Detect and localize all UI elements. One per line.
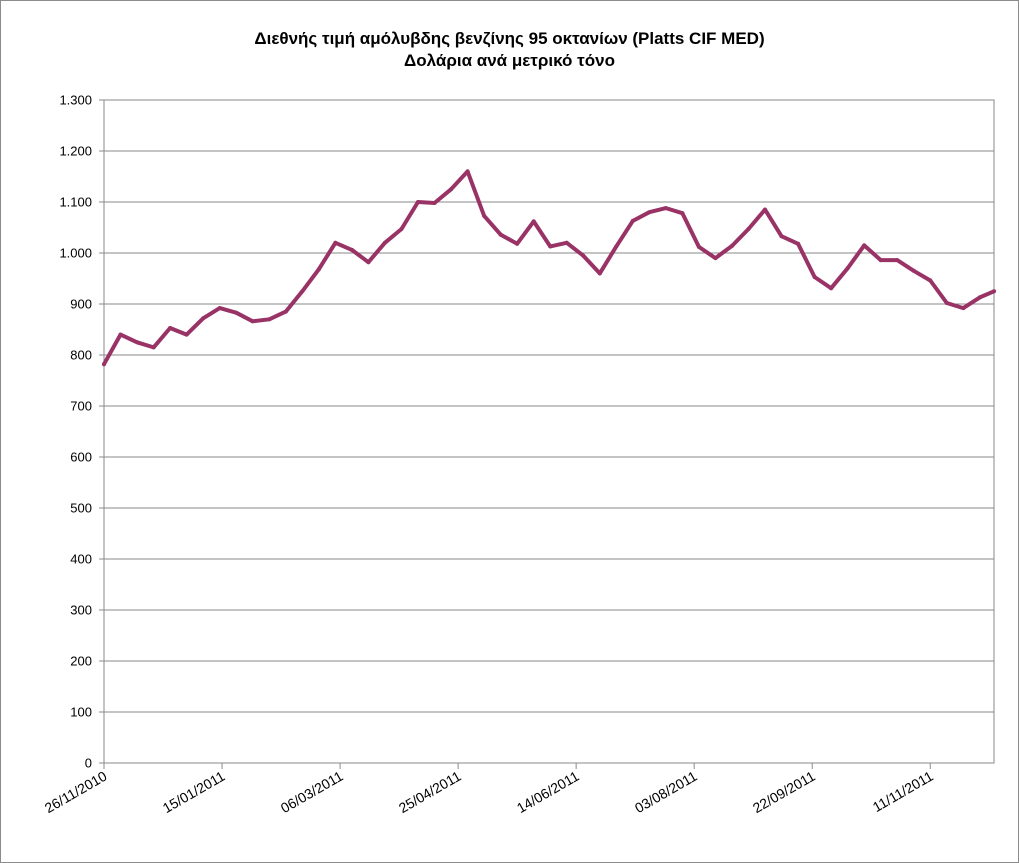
data-point <box>267 317 272 322</box>
data-point <box>168 326 173 330</box>
data-point <box>713 256 718 261</box>
plot-area-border <box>103 99 995 764</box>
data-point <box>779 234 784 239</box>
data-point <box>796 241 801 246</box>
x-tick-label: 14/06/2011 <box>514 768 582 816</box>
data-point <box>730 243 734 248</box>
x-tick-label: 26/11/2010 <box>42 768 110 816</box>
data-point <box>564 240 569 245</box>
chart-title-block: Διεθνής τιμή αμόλυβδης βενζίνης 95 οκταν… <box>0 28 1019 72</box>
data-point <box>992 289 996 294</box>
chart-subtitle: Δολάρια ανά μετρικό τόνο <box>404 51 615 70</box>
data-point <box>300 289 305 294</box>
data-point <box>449 187 453 192</box>
data-point <box>498 232 503 237</box>
x-tick-label: 25/04/2011 <box>396 768 464 816</box>
data-point <box>118 332 123 337</box>
data-point <box>366 260 371 265</box>
data-point <box>283 309 288 314</box>
data-point <box>316 267 321 272</box>
y-tick-label: 0 <box>85 756 92 771</box>
y-tick-label: 1.300 <box>59 93 92 108</box>
data-point <box>234 310 239 315</box>
data-point <box>102 362 106 367</box>
data-point <box>961 306 966 311</box>
y-tick-label: 800 <box>70 348 92 363</box>
x-tick-label: 06/03/2011 <box>278 768 346 816</box>
y-tick-label: 1.000 <box>59 246 92 261</box>
x-tick-label: 22/09/2011 <box>750 768 818 816</box>
y-tick-label: 100 <box>70 705 92 720</box>
x-tick-label: 03/08/2011 <box>632 768 700 816</box>
data-point <box>333 240 338 245</box>
data-point <box>845 266 850 271</box>
data-point <box>151 345 156 350</box>
series-line <box>102 169 996 367</box>
data-point <box>614 244 619 249</box>
data-point <box>862 243 867 248</box>
y-tick-label: 700 <box>70 399 92 414</box>
y-tick-label: 300 <box>70 603 92 618</box>
data-point <box>878 258 883 263</box>
x-tick-label: 15/01/2011 <box>160 768 228 816</box>
y-tick-label: 200 <box>70 654 92 669</box>
data-point <box>829 286 834 291</box>
data-point <box>696 244 701 249</box>
data-point <box>928 278 933 283</box>
y-tick-label: 1.100 <box>59 195 92 210</box>
data-point <box>135 340 140 345</box>
data-point <box>746 227 751 231</box>
data-point <box>663 206 668 211</box>
y-tick-label: 400 <box>70 552 92 567</box>
data-point <box>597 271 602 276</box>
y-tick-label: 500 <box>70 501 92 516</box>
x-tick-label: 11/11/2011 <box>870 768 936 815</box>
y-tick-label: 600 <box>70 450 92 465</box>
data-point <box>911 268 916 273</box>
data-point <box>548 244 553 249</box>
data-point <box>201 316 206 321</box>
data-point <box>515 241 520 246</box>
data-point <box>432 201 437 205</box>
data-point <box>349 247 354 252</box>
data-point <box>416 200 420 204</box>
data-point <box>944 301 949 305</box>
data-point <box>763 207 767 212</box>
data-point <box>482 213 487 218</box>
data-point <box>680 211 685 216</box>
data-point <box>895 258 900 263</box>
data-point <box>531 219 536 224</box>
y-tick-label: 900 <box>70 297 92 312</box>
chart-title: Διεθνής τιμή αμόλυβδης βενζίνης 95 οκταν… <box>254 29 765 48</box>
data-point <box>630 218 635 223</box>
data-point <box>647 210 652 215</box>
data-point <box>250 319 255 324</box>
data-point <box>581 253 586 258</box>
data-point <box>977 295 982 300</box>
data-point <box>184 332 189 337</box>
data-point <box>465 169 470 174</box>
data-point <box>399 227 404 231</box>
data-point <box>217 306 222 311</box>
y-tick-label: 1.200 <box>59 144 92 159</box>
data-point <box>812 275 817 279</box>
data-point <box>382 240 387 245</box>
